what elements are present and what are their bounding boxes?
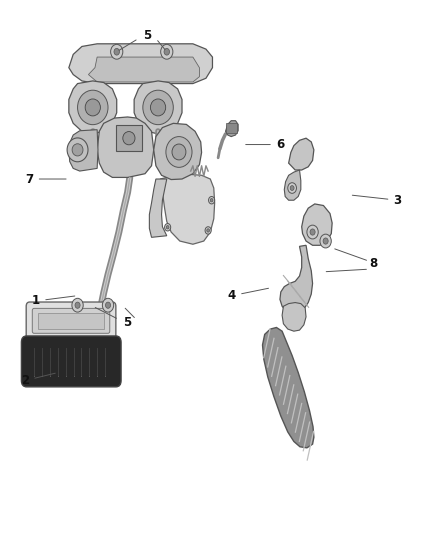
Circle shape [210, 199, 213, 202]
Polygon shape [69, 81, 117, 134]
Polygon shape [282, 303, 306, 331]
Circle shape [72, 298, 83, 312]
Ellipse shape [85, 99, 100, 116]
Text: 2: 2 [21, 373, 55, 387]
Text: 7: 7 [25, 173, 66, 185]
Ellipse shape [67, 138, 88, 162]
Polygon shape [280, 245, 313, 314]
Text: 8: 8 [369, 257, 378, 270]
Polygon shape [88, 57, 199, 82]
Circle shape [310, 229, 315, 235]
Circle shape [323, 238, 328, 244]
Polygon shape [97, 117, 154, 177]
Circle shape [307, 225, 318, 239]
FancyBboxPatch shape [21, 336, 121, 387]
Circle shape [166, 225, 169, 229]
Polygon shape [154, 123, 201, 180]
Polygon shape [226, 120, 238, 136]
Ellipse shape [72, 144, 83, 156]
Circle shape [114, 49, 120, 55]
Circle shape [164, 49, 170, 55]
Polygon shape [149, 179, 167, 237]
Polygon shape [302, 204, 332, 245]
Ellipse shape [150, 99, 166, 116]
Polygon shape [262, 327, 314, 448]
Circle shape [111, 44, 123, 59]
Ellipse shape [172, 144, 186, 160]
Text: 1: 1 [32, 294, 75, 308]
Circle shape [290, 185, 294, 190]
Circle shape [288, 183, 297, 193]
Circle shape [161, 44, 173, 59]
Text: 4: 4 [228, 288, 268, 302]
Circle shape [75, 302, 80, 308]
Polygon shape [69, 130, 98, 171]
Circle shape [102, 298, 114, 312]
Text: 6: 6 [246, 138, 284, 151]
Circle shape [205, 227, 211, 234]
Text: 5: 5 [124, 316, 132, 329]
Ellipse shape [78, 90, 108, 125]
Ellipse shape [123, 132, 135, 145]
FancyBboxPatch shape [226, 123, 237, 133]
Text: 3: 3 [352, 193, 402, 207]
Circle shape [106, 302, 110, 308]
Circle shape [165, 223, 171, 231]
Ellipse shape [166, 136, 192, 167]
Polygon shape [160, 174, 215, 244]
Polygon shape [69, 44, 212, 84]
FancyBboxPatch shape [26, 302, 116, 340]
Polygon shape [284, 170, 301, 200]
FancyBboxPatch shape [116, 125, 141, 151]
Polygon shape [289, 138, 314, 170]
Circle shape [207, 229, 209, 232]
Polygon shape [134, 81, 182, 134]
FancyBboxPatch shape [32, 309, 110, 333]
FancyBboxPatch shape [38, 313, 104, 329]
Circle shape [208, 197, 215, 204]
Ellipse shape [143, 90, 173, 125]
Text: 5: 5 [143, 29, 151, 42]
Circle shape [320, 234, 331, 248]
